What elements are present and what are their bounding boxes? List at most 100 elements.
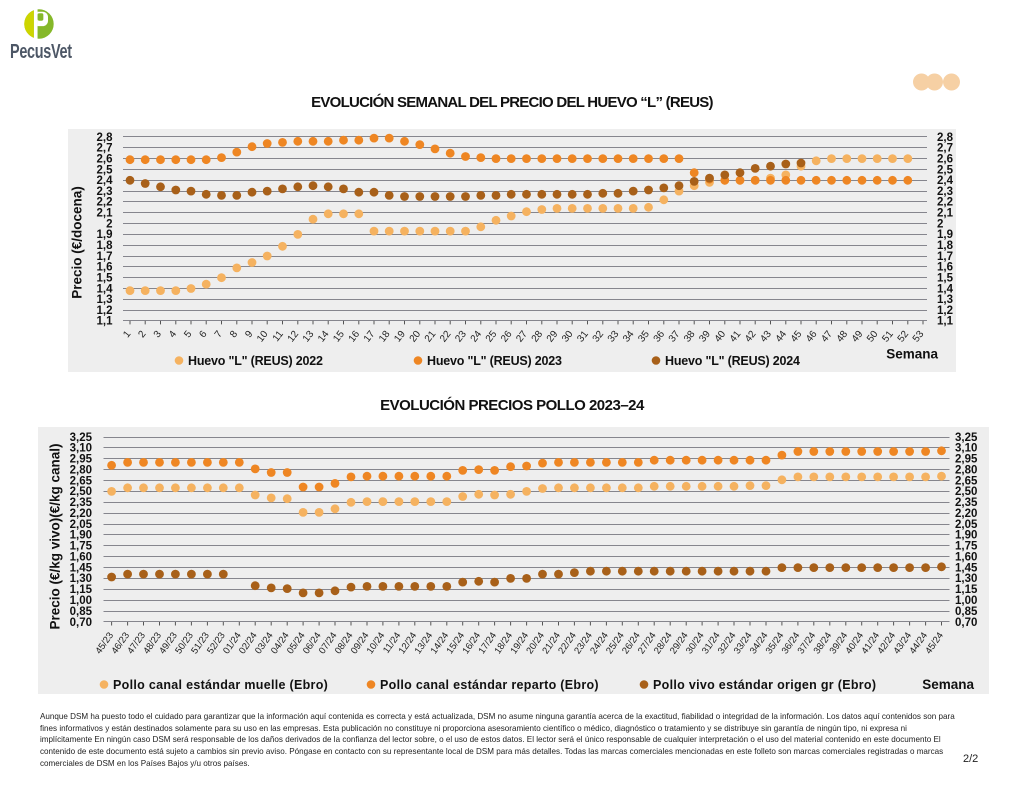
svg-text:1,5: 1,5 bbox=[97, 273, 114, 285]
svg-text:1,4: 1,4 bbox=[97, 283, 114, 295]
svg-text:2,20: 2,20 bbox=[70, 508, 92, 520]
svg-text:6: 6 bbox=[197, 329, 209, 341]
svg-text:1,6: 1,6 bbox=[937, 262, 953, 274]
svg-text:1,2: 1,2 bbox=[97, 305, 113, 317]
svg-text:1,3: 1,3 bbox=[97, 294, 113, 306]
svg-text:24: 24 bbox=[469, 329, 485, 345]
svg-text:2,6: 2,6 bbox=[937, 153, 953, 165]
svg-text:1,45: 1,45 bbox=[70, 562, 93, 574]
svg-text:2,5: 2,5 bbox=[97, 164, 114, 176]
svg-text:34: 34 bbox=[621, 329, 637, 345]
svg-text:31: 31 bbox=[575, 329, 591, 345]
svg-text:44: 44 bbox=[774, 329, 790, 345]
svg-text:21: 21 bbox=[423, 329, 439, 345]
svg-text:35: 35 bbox=[636, 329, 652, 345]
svg-text:17: 17 bbox=[362, 329, 378, 345]
svg-text:2,1: 2,1 bbox=[97, 208, 114, 220]
svg-text:53: 53 bbox=[911, 329, 927, 345]
svg-text:10: 10 bbox=[255, 329, 271, 345]
svg-text:2,6: 2,6 bbox=[97, 153, 113, 165]
svg-text:Huevo "L" (REUS) 2023: Huevo "L" (REUS) 2023 bbox=[427, 354, 562, 368]
svg-text:29: 29 bbox=[545, 329, 561, 345]
svg-text:0,85: 0,85 bbox=[955, 606, 978, 618]
svg-text:4: 4 bbox=[167, 329, 179, 341]
svg-text:50: 50 bbox=[865, 329, 881, 345]
svg-text:11: 11 bbox=[271, 329, 286, 344]
svg-text:1,75: 1,75 bbox=[70, 541, 93, 553]
svg-text:3,25: 3,25 bbox=[70, 432, 93, 444]
svg-text:41: 41 bbox=[728, 329, 744, 345]
svg-text:1,2: 1,2 bbox=[937, 305, 953, 317]
svg-text:2,50: 2,50 bbox=[955, 486, 977, 498]
svg-text:2,50: 2,50 bbox=[70, 486, 92, 498]
svg-text:Semana: Semana bbox=[886, 347, 938, 362]
svg-text:1,75: 1,75 bbox=[955, 541, 978, 553]
svg-text:23: 23 bbox=[453, 329, 469, 345]
svg-text:1,45: 1,45 bbox=[955, 562, 978, 574]
svg-text:Huevo "L" (REUS) 2022: Huevo "L" (REUS) 2022 bbox=[188, 354, 323, 368]
svg-text:1,00: 1,00 bbox=[955, 595, 977, 607]
svg-text:25: 25 bbox=[484, 329, 500, 345]
svg-text:14: 14 bbox=[316, 329, 332, 345]
svg-text:2,2: 2,2 bbox=[937, 197, 953, 209]
svg-text:30: 30 bbox=[560, 329, 576, 345]
svg-text:2,4: 2,4 bbox=[937, 175, 954, 187]
svg-text:2,35: 2,35 bbox=[70, 497, 93, 509]
svg-text:1,7: 1,7 bbox=[937, 251, 953, 263]
svg-text:37: 37 bbox=[667, 329, 683, 345]
svg-text:8: 8 bbox=[228, 329, 240, 341]
svg-text:1,7: 1,7 bbox=[97, 251, 113, 263]
svg-text:Huevo "L" (REUS) 2024: Huevo "L" (REUS) 2024 bbox=[665, 354, 800, 368]
svg-text:1: 1 bbox=[121, 329, 133, 341]
svg-text:1,15: 1,15 bbox=[955, 584, 978, 596]
svg-text:1,30: 1,30 bbox=[955, 573, 977, 585]
svg-text:36: 36 bbox=[652, 329, 668, 345]
svg-text:1,9: 1,9 bbox=[97, 229, 113, 241]
svg-text:45: 45 bbox=[789, 329, 805, 345]
svg-text:2,05: 2,05 bbox=[70, 519, 93, 531]
svg-text:1,30: 1,30 bbox=[70, 573, 92, 585]
svg-text:48: 48 bbox=[835, 329, 851, 345]
svg-text:15: 15 bbox=[331, 329, 347, 345]
svg-text:2,3: 2,3 bbox=[97, 186, 113, 198]
svg-text:0,70: 0,70 bbox=[70, 617, 92, 629]
svg-text:43: 43 bbox=[758, 329, 774, 345]
svg-text:1,15: 1,15 bbox=[70, 584, 93, 596]
svg-text:2,80: 2,80 bbox=[955, 464, 977, 476]
svg-text:1,1: 1,1 bbox=[97, 316, 114, 328]
svg-text:47: 47 bbox=[819, 329, 835, 345]
svg-text:46: 46 bbox=[804, 329, 820, 345]
svg-text:2,7: 2,7 bbox=[97, 143, 113, 155]
svg-text:2,80: 2,80 bbox=[70, 464, 92, 476]
svg-text:Pollo canal estándar muelle (E: Pollo canal estándar muelle (Ebro) bbox=[113, 678, 328, 692]
svg-text:1,00: 1,00 bbox=[70, 595, 92, 607]
svg-text:2,95: 2,95 bbox=[70, 454, 93, 466]
svg-text:2: 2 bbox=[937, 218, 943, 230]
svg-text:2,20: 2,20 bbox=[955, 508, 977, 520]
svg-text:33: 33 bbox=[606, 329, 622, 345]
svg-text:1,90: 1,90 bbox=[70, 530, 92, 542]
svg-text:2: 2 bbox=[136, 329, 148, 341]
svg-text:1,6: 1,6 bbox=[97, 262, 113, 274]
svg-text:20: 20 bbox=[408, 329, 424, 345]
svg-text:2,35: 2,35 bbox=[955, 497, 978, 509]
svg-text:5: 5 bbox=[182, 329, 194, 341]
svg-text:2,8: 2,8 bbox=[97, 132, 114, 144]
svg-text:18: 18 bbox=[377, 329, 393, 345]
svg-text:2,2: 2,2 bbox=[97, 197, 113, 209]
svg-text:19: 19 bbox=[392, 329, 408, 345]
svg-text:1,3: 1,3 bbox=[937, 294, 953, 306]
svg-text:51: 51 bbox=[880, 329, 896, 345]
svg-text:49: 49 bbox=[850, 329, 866, 345]
svg-text:Pollo vivo estándar origen gr: Pollo vivo estándar origen gr (Ebro) bbox=[653, 678, 876, 692]
svg-text:2,7: 2,7 bbox=[937, 143, 953, 155]
svg-text:2,3: 2,3 bbox=[937, 186, 953, 198]
svg-text:40: 40 bbox=[713, 329, 729, 345]
svg-text:42: 42 bbox=[743, 329, 759, 345]
svg-text:Semana: Semana bbox=[922, 677, 974, 692]
svg-text:39: 39 bbox=[697, 329, 713, 345]
svg-text:Pollo canal estándar reparto (: Pollo canal estándar reparto (Ebro) bbox=[380, 678, 599, 692]
svg-text:2,5: 2,5 bbox=[937, 164, 954, 176]
svg-text:7: 7 bbox=[213, 329, 225, 341]
svg-text:28: 28 bbox=[530, 329, 546, 345]
